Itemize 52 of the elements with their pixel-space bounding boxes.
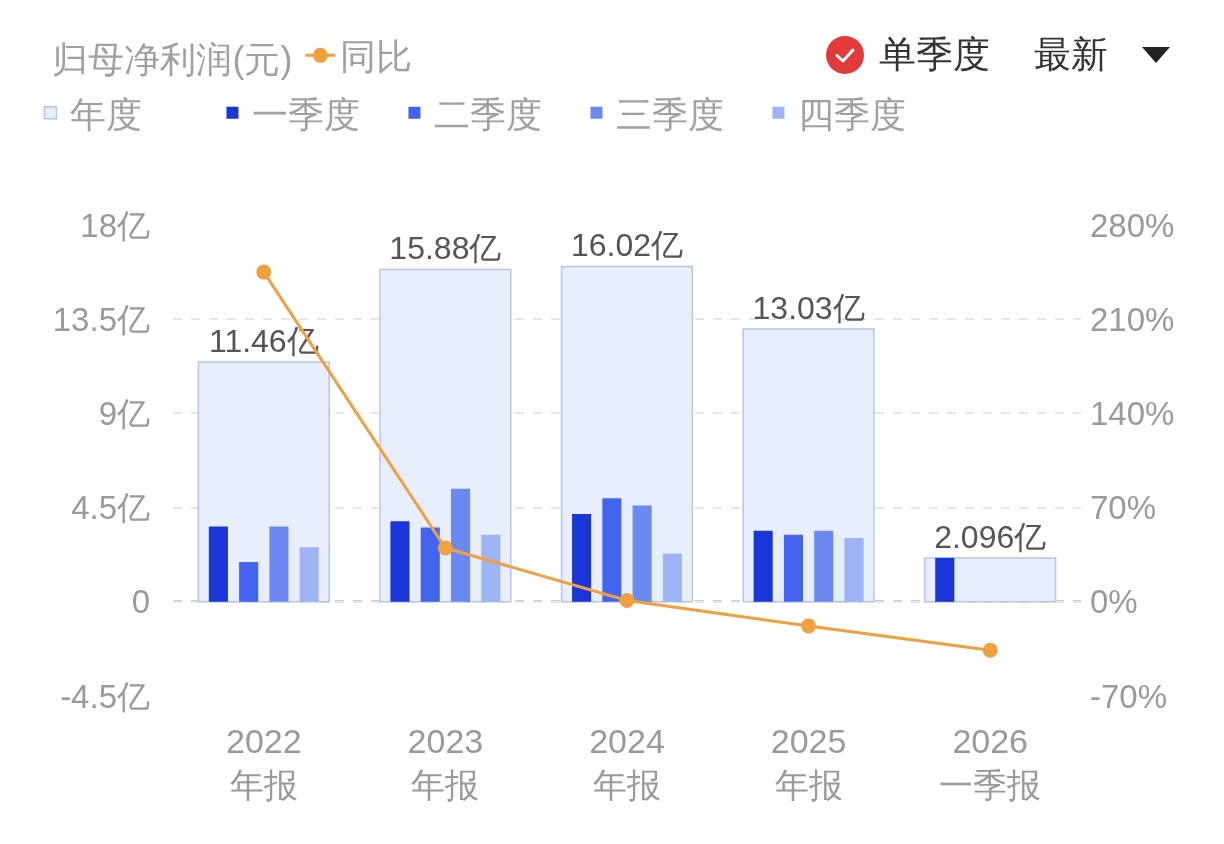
text: 单季度 — [879, 33, 990, 77]
y2-tick-label: 0% — [1090, 583, 1138, 621]
data-label: 15.88亿 — [389, 230, 502, 267]
x-tick-label: 2023 年报 — [407, 722, 484, 805]
y2-tick-label: -70% — [1090, 677, 1168, 715]
legend-label: 年度 — [70, 93, 143, 135]
legend-label: 一季度 — [252, 93, 361, 135]
bar — [299, 547, 319, 602]
bar — [632, 505, 652, 602]
point — [256, 264, 272, 280]
x-tick-label: 2025 年报 — [770, 722, 847, 805]
bar — [208, 526, 228, 602]
point — [437, 540, 453, 556]
x-tick-label: 2024 年报 — [589, 722, 665, 805]
y-tick-label: 0 — [131, 583, 150, 621]
y-tick-label: 18亿 — [80, 206, 150, 244]
bar — [753, 530, 773, 602]
bar — [239, 562, 259, 602]
point — [801, 618, 817, 634]
legend-title: 归母净利润(元) — [52, 39, 293, 81]
point — [619, 592, 635, 608]
bar — [390, 521, 410, 602]
legend-label: 四季度 — [798, 93, 907, 135]
y2-tick-label: 140% — [1090, 394, 1175, 432]
y-tick-label: 9亿 — [98, 394, 150, 432]
bar — [935, 557, 955, 602]
data-label: 2.096亿 — [934, 518, 1047, 555]
bar — [420, 527, 440, 602]
point — [982, 642, 998, 658]
data-label: 13.03亿 — [752, 290, 865, 327]
x-tick-label: 2026 一季报 — [939, 722, 1042, 805]
bar — [451, 488, 471, 602]
bar — [783, 534, 803, 602]
y2-tick-label: 280% — [1090, 206, 1175, 244]
y-tick-label: -4.5亿 — [60, 677, 150, 715]
y2-tick-label: 210% — [1090, 300, 1175, 338]
bar — [572, 513, 592, 602]
x-tick-label: 2022 年报 — [225, 722, 302, 805]
legend-label: 同比 — [340, 36, 413, 78]
bar — [602, 498, 622, 602]
bar — [814, 530, 834, 602]
legend-label: 三季度 — [616, 93, 725, 135]
bar — [662, 553, 682, 602]
data-label: 16.02亿 — [570, 227, 684, 264]
y2-tick-label: 70% — [1090, 489, 1157, 527]
bar — [269, 526, 289, 602]
text: 最新 — [1034, 33, 1108, 77]
bar — [481, 534, 501, 602]
legend-label: 二季度 — [434, 93, 543, 135]
y-tick-label: 4.5亿 — [71, 489, 150, 527]
y-tick-label: 13.5亿 — [52, 300, 150, 338]
bar — [844, 537, 864, 602]
